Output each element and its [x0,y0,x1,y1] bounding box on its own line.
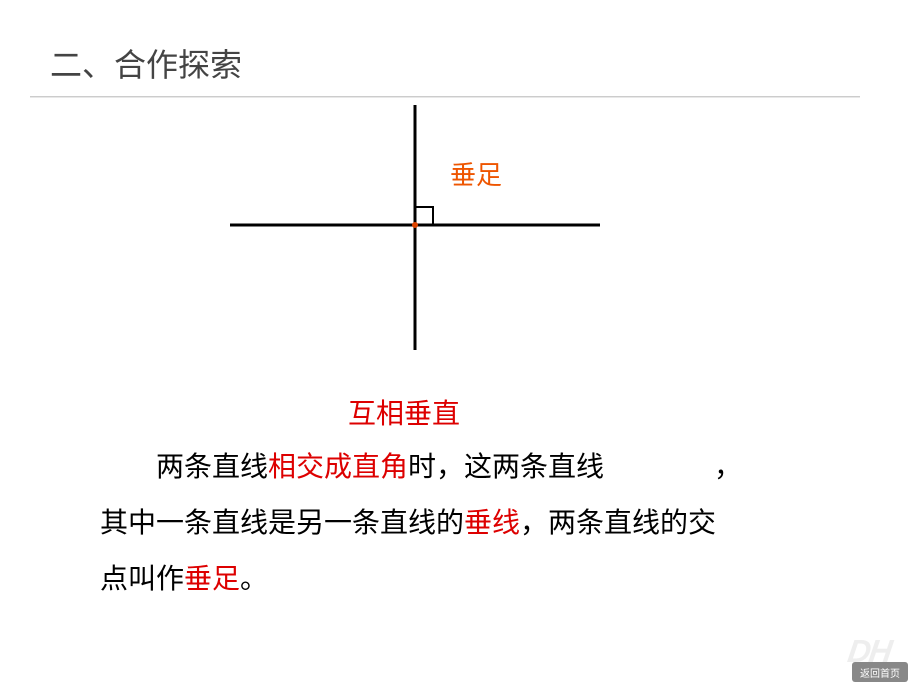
diagram-svg [220,95,620,355]
text-segment: 点叫作 [100,564,184,595]
text-red-segment: 垂足 [184,564,240,595]
intersection-dot [412,222,418,228]
text-red-segment: 垂线 [464,508,520,539]
body-line-1: 两条直线相交成直角时，这两条直线 ， [100,440,840,496]
slide-title: 二、合作探索 [50,40,870,86]
body-text: 两条直线相交成直角时，这两条直线 ， 其中一条直线是另一条直线的垂线，两条直线的交… [100,440,840,608]
body-line-3: 点叫作垂足。 [100,552,840,608]
text-segment: 其中一条直线是另一条直线的 [100,508,464,539]
back-home-button[interactable]: 返回首页 [852,662,908,682]
body-line-2: 其中一条直线是另一条直线的垂线，两条直线的交 [100,496,840,552]
text-red-segment: 相交成直角 [268,452,408,483]
text-segment: 时，这两条直线 [408,452,604,483]
back-button-label: 返回首页 [860,665,900,680]
text-segment: ，两条直线的交 [520,508,716,539]
slide-container: 二、合作探索 垂足 互相垂直 两条直线相交成直角时，这两条直线 ， 其中一条直线是… [0,0,920,690]
perpendicular-diagram [220,95,620,355]
center-label: 互相垂直 [348,392,460,432]
foot-label: 垂足 [450,155,502,192]
text-segment: 两条直线 [156,452,268,483]
text-segment: ， [714,452,742,483]
text-segment: 。 [240,564,268,595]
right-angle-marker [415,207,433,225]
